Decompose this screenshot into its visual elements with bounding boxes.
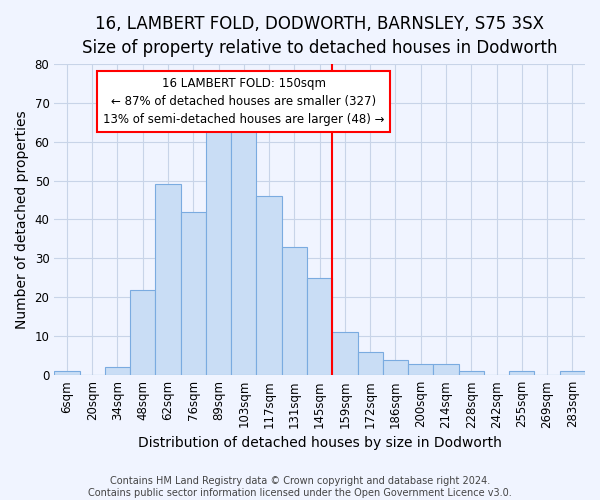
Bar [130, 290, 155, 375]
Y-axis label: Number of detached properties: Number of detached properties [15, 110, 29, 329]
Bar [231, 122, 256, 375]
Bar [54, 372, 80, 375]
Bar [206, 130, 231, 375]
Bar [256, 196, 282, 375]
Bar [408, 364, 433, 375]
Bar [560, 372, 585, 375]
Bar [509, 372, 535, 375]
Bar [181, 212, 206, 375]
Text: Contains HM Land Registry data © Crown copyright and database right 2024.
Contai: Contains HM Land Registry data © Crown c… [88, 476, 512, 498]
Bar [358, 352, 383, 375]
Bar [383, 360, 408, 375]
Bar [105, 368, 130, 375]
Bar [282, 246, 307, 375]
Bar [155, 184, 181, 375]
Bar [332, 332, 358, 375]
Text: 16 LAMBERT FOLD: 150sqm
← 87% of detached houses are smaller (327)
13% of semi-d: 16 LAMBERT FOLD: 150sqm ← 87% of detache… [103, 78, 385, 126]
X-axis label: Distribution of detached houses by size in Dodworth: Distribution of detached houses by size … [138, 436, 502, 450]
Title: 16, LAMBERT FOLD, DODWORTH, BARNSLEY, S75 3SX
Size of property relative to detac: 16, LAMBERT FOLD, DODWORTH, BARNSLEY, S7… [82, 15, 557, 56]
Bar [458, 372, 484, 375]
Bar [307, 278, 332, 375]
Bar [433, 364, 458, 375]
